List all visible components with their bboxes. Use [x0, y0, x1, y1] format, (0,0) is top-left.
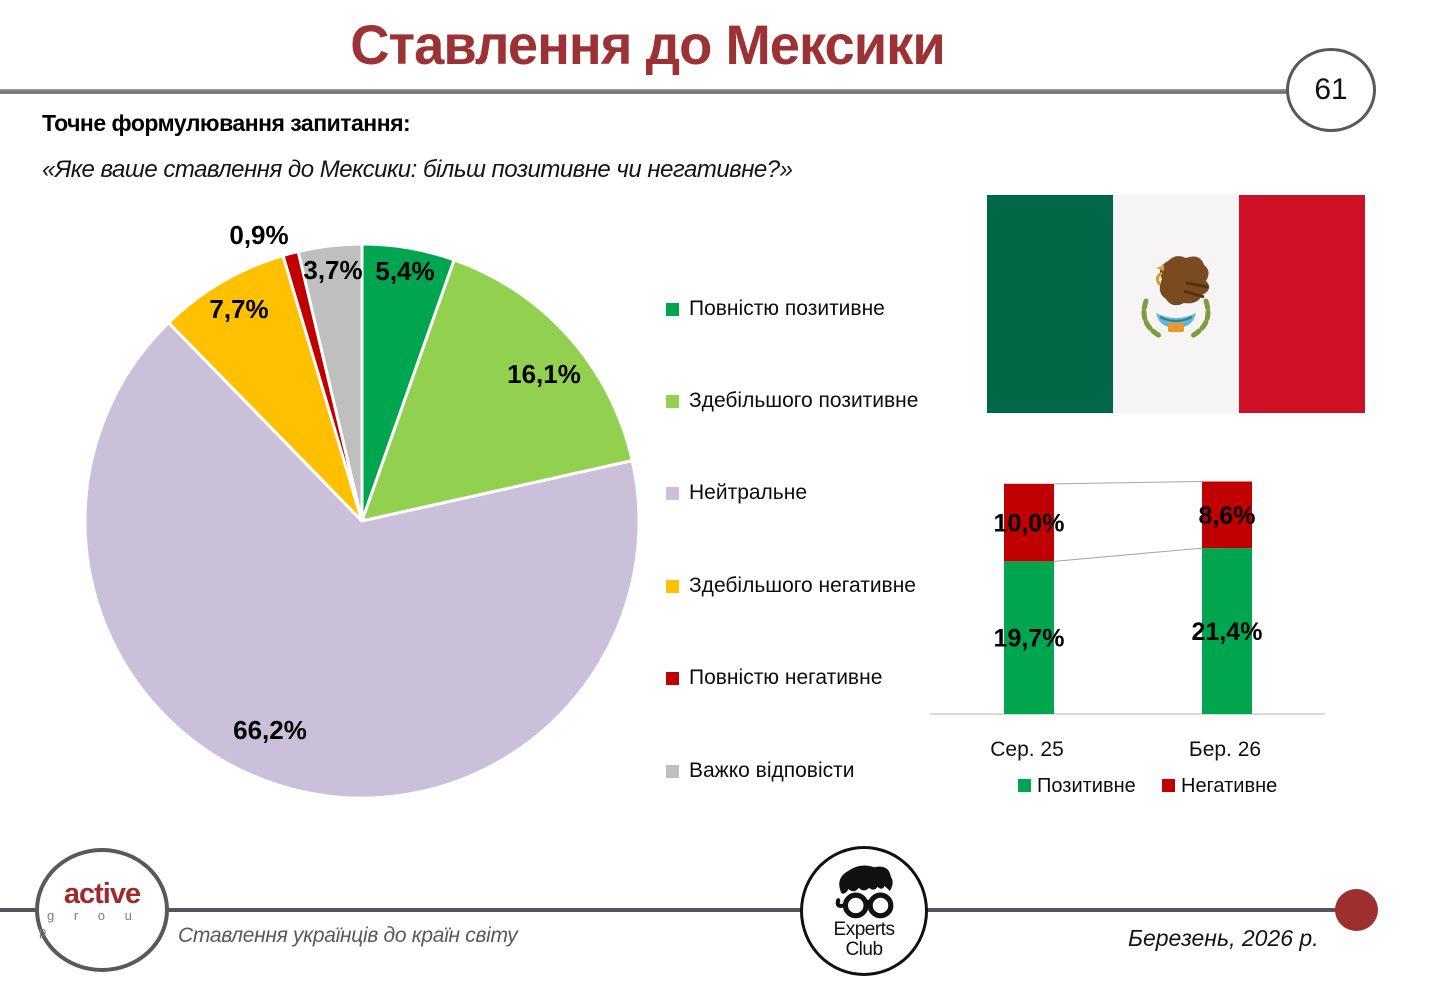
trend-bar-chart: 19,7% 10,0% Сер. 25 21,4% 8,6% Бер. 26 Позитив… [930, 481, 1325, 797]
question-text: «Яке ваше ставлення до Мексики: більш по… [42, 156, 793, 183]
brand-subtitle: g r o u p [39, 908, 140, 939]
legend-label: Негативне [1181, 775, 1277, 797]
pie-legend: Повністю позитивне Здебільшого позитивне Н… [666, 0, 966, 990]
experts-club-logo: Experts Club [800, 846, 928, 976]
legend-item: Нейтральне [666, 481, 807, 505]
pie-value-label: 16,1% [507, 359, 581, 389]
legend-swatch-icon [1018, 779, 1031, 792]
question-label: Точне формулювання запитання: [42, 110, 411, 136]
legend-swatch-icon [666, 394, 679, 408]
legend-item: Повністю позитивне [666, 297, 885, 321]
legend-item: Повністю негативне [666, 666, 882, 690]
series-connector-line [1053, 481, 1203, 485]
legend-label: Повністю негативне [689, 666, 883, 689]
pie-slice-2 [359, 257, 635, 524]
bar-positive [1202, 548, 1252, 714]
pie-slice-6 [296, 242, 364, 522]
pie-value-label: 0,9% [229, 220, 288, 250]
legend-swatch-icon [666, 579, 679, 593]
flag-green-stripe [987, 195, 1113, 413]
hair-icon [839, 865, 893, 894]
bar-value-label: 8,6% [1199, 502, 1256, 530]
bar-value-label: 21,4% [1192, 618, 1263, 646]
legend-label: Важко відповісти [689, 759, 855, 782]
coat-of-arms-icon [1141, 256, 1211, 340]
page-title: Ставлення до Мексики [350, 13, 946, 76]
page-number: 61 [1314, 73, 1348, 106]
legend-label: Позитивне [1037, 775, 1136, 797]
flag-red-stripe [1238, 195, 1365, 413]
footer-dot [1335, 889, 1378, 931]
experts-club-face-icon [835, 865, 894, 919]
legend-swatch-icon [666, 764, 679, 778]
pie-slice-3 [83, 320, 641, 800]
active-group-logo: active g r o u p [35, 848, 169, 972]
legend-swatch-icon [1162, 779, 1175, 792]
series-connector-line [1053, 547, 1203, 562]
legend-label: Здебільшого негативне [689, 574, 916, 597]
pie-value-label: 5,4% [375, 256, 434, 286]
legend-label: Здебільшого позитивне [689, 389, 919, 412]
bar-negative [1004, 483, 1054, 562]
footer-caption: Ставлення українців до країн світу [178, 924, 518, 947]
legend-item: Здебільшого позитивне [666, 389, 918, 413]
legend-item: Здебільшого негативне [666, 574, 916, 598]
pie-chart: 5,4% 16,1% 66,2% 7,7% 0,9% 3,7% [83, 220, 641, 800]
footer-divider [0, 908, 1337, 912]
legend-label: Повністю позитивне [689, 297, 885, 320]
title-divider [0, 89, 1287, 94]
legend-item: Важко відповісти [666, 759, 854, 783]
bar-positive [1004, 561, 1054, 714]
brand-name: active [63, 878, 141, 910]
legend-label: Нейтральне [689, 481, 808, 504]
experts-club-line2: Club [845, 939, 883, 960]
page-number-badge: 61 [1286, 48, 1376, 132]
legend-swatch-icon [666, 671, 679, 685]
category-label: Бер. 26 [1189, 738, 1261, 761]
mexico-flag [987, 195, 1365, 413]
pie-value-label: 3,7% [303, 255, 362, 285]
glasses-icon [835, 892, 894, 919]
bar-negative [1202, 481, 1252, 549]
bar-value-label: 19,7% [994, 625, 1065, 653]
footer-date: Березень, 2026 р. [1128, 925, 1319, 951]
pie-value-label: 7,7% [209, 294, 268, 324]
pie-value-label: 66,2% [233, 715, 307, 745]
legend-swatch-icon [666, 486, 679, 500]
pie-slice-4 [166, 253, 364, 523]
category-label: Сер. 25 [990, 738, 1064, 761]
bar-value-label: 10,0% [994, 510, 1065, 538]
experts-club-line1: Experts [833, 919, 895, 940]
legend-swatch-icon [666, 302, 679, 316]
